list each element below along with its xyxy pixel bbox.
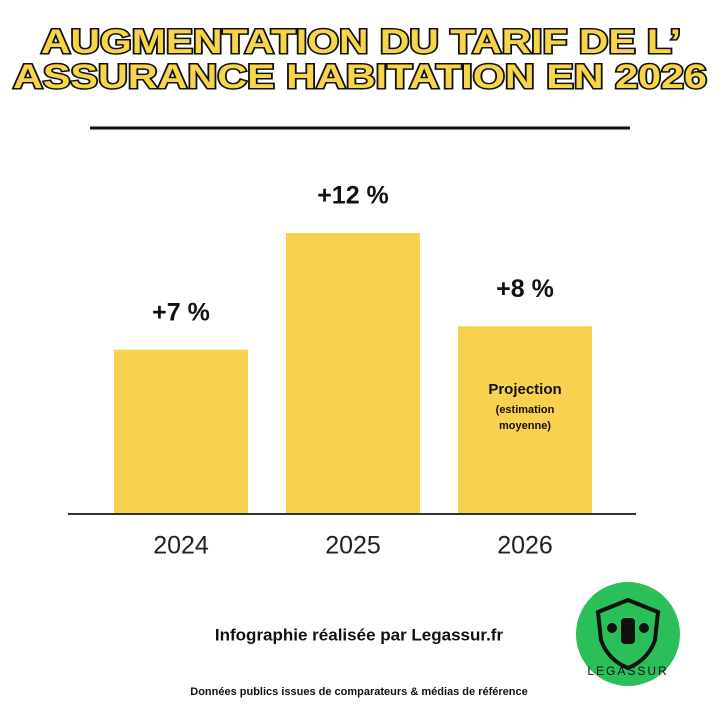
chart-title: AUGMENTATION DU TARIF DE L’: [41, 23, 681, 61]
logo-shield: [595, 597, 661, 671]
logo-fist: [621, 618, 635, 644]
chart-title: ASSURANCE HABITATION EN 2026: [13, 58, 707, 96]
value-label: +7 %: [152, 298, 210, 326]
footer: Infographie réalisée par Legassur.fr: [215, 625, 504, 644]
x-tick-label: 2024: [153, 532, 209, 560]
logo-figure: [607, 623, 617, 633]
logo-figure: [639, 623, 649, 633]
value-label: +8 %: [496, 275, 554, 303]
annotation-title: Projection: [488, 381, 561, 398]
x-tick-label: 2025: [325, 532, 381, 560]
annotation-text: (estimation: [496, 404, 555, 416]
x-tick-label: 2026: [497, 532, 553, 560]
annotation-text: moyenne): [499, 420, 551, 432]
bar: [114, 349, 248, 513]
logo-text: LEGASSUR: [587, 664, 668, 678]
value-label: +12 %: [317, 182, 389, 210]
source: Données publics issues de comparateurs &…: [190, 686, 527, 698]
bar: [286, 233, 420, 513]
bar: [458, 326, 592, 513]
logo: LEGASSUR: [576, 582, 680, 686]
